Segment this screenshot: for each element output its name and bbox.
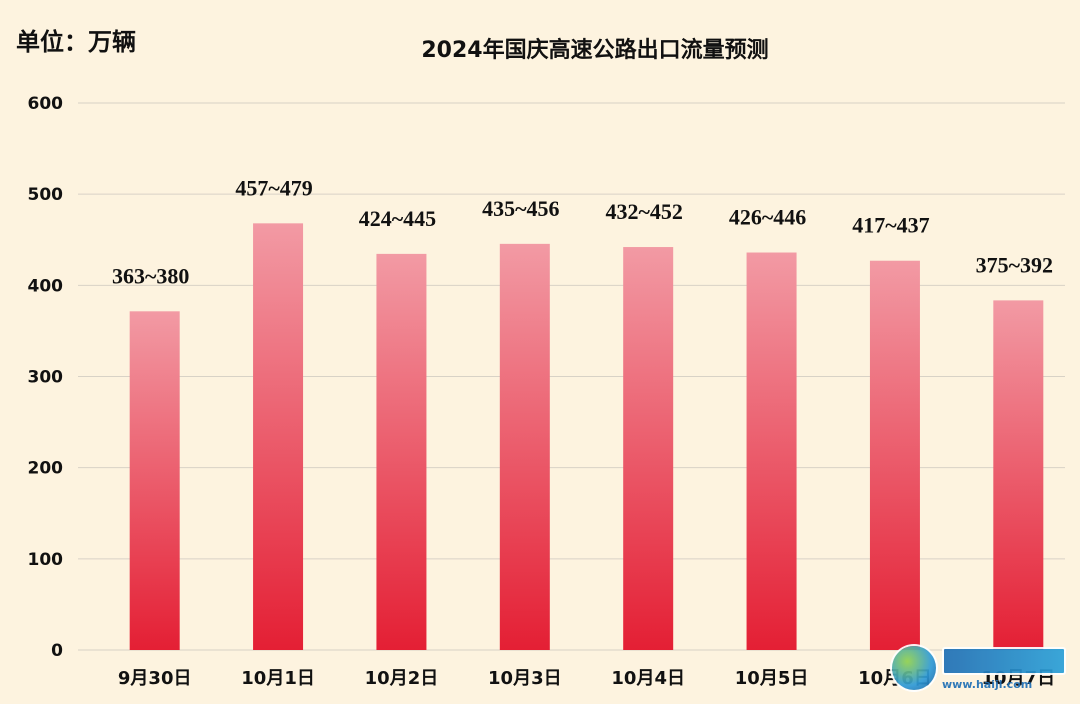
- x-tick-label: 10月2日: [365, 668, 439, 689]
- unit-label: 单位：万辆: [16, 28, 136, 56]
- y-tick-label: 600: [28, 94, 64, 114]
- bar: [993, 300, 1044, 650]
- data-label: 457~479: [235, 175, 312, 200]
- x-tick-label: 10月4日: [611, 668, 685, 689]
- watermark-url: www.haijl.com: [942, 677, 1033, 691]
- y-tick-label: 500: [28, 185, 64, 205]
- chart-title: 2024年国庆高速公路出口流量预测: [421, 38, 769, 63]
- data-label: 424~445: [359, 206, 436, 231]
- x-tick-label: 10月5日: [735, 668, 809, 689]
- y-tick-label: 100: [28, 550, 64, 570]
- data-label: 432~452: [605, 199, 682, 224]
- data-label: 363~380: [112, 263, 189, 288]
- data-label: 426~446: [729, 205, 806, 230]
- data-labels: 363~380 457~479 424~445 435~456 432~452 426~4…: [112, 175, 1053, 288]
- y-tick-label: 300: [28, 368, 64, 388]
- bar: [869, 260, 920, 650]
- bars: [129, 223, 1044, 651]
- bar: [746, 252, 797, 650]
- y-tick-label: 400: [28, 276, 64, 296]
- bar: [253, 223, 304, 650]
- data-label: 375~392: [976, 252, 1053, 277]
- bar: [129, 311, 180, 650]
- y-tick-label: 0: [51, 641, 63, 661]
- x-tick-label: 10月3日: [488, 668, 562, 689]
- bar: [499, 243, 550, 651]
- bar: [623, 247, 674, 650]
- x-tick-label: 9月30日: [118, 668, 192, 689]
- data-label: 435~456: [482, 196, 559, 221]
- site-watermark: www.haijl.com: [892, 640, 1072, 696]
- globe-logo-icon: [892, 646, 936, 690]
- watermark-wordmark: [942, 646, 1066, 675]
- x-tick-label: 10月1日: [241, 668, 315, 689]
- y-axis: 0 100 200 300 400 500 600: [28, 94, 64, 661]
- y-tick-label: 200: [28, 459, 64, 479]
- bar: [376, 253, 427, 650]
- data-label: 417~437: [852, 213, 929, 238]
